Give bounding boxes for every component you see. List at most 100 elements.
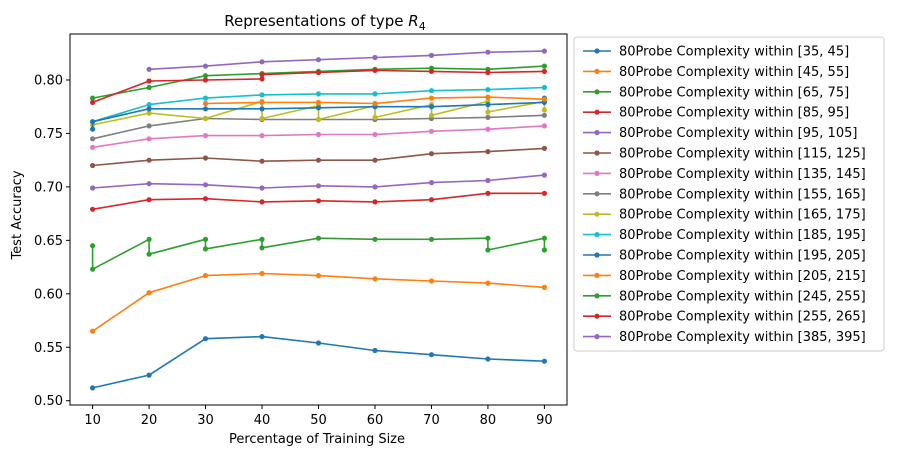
data-point — [372, 114, 378, 120]
data-point — [259, 185, 265, 191]
data-point — [315, 105, 322, 111]
legend-item: 80Probe Complexity within [165, 175] — [583, 208, 866, 223]
data-point — [202, 77, 209, 83]
data-point — [146, 106, 152, 112]
data-point — [202, 115, 209, 122]
data-point — [485, 149, 491, 155]
data-point — [202, 155, 209, 161]
data-point — [428, 95, 435, 101]
data-point — [372, 236, 378, 242]
data-point — [90, 144, 96, 150]
data-point — [259, 106, 265, 112]
legend-item: 80Probe Complexity within [155, 165] — [583, 187, 866, 202]
series-14 — [146, 48, 548, 72]
series-13 — [90, 67, 548, 105]
data-point — [372, 157, 378, 163]
legend-item: 80Probe Complexity within [35, 45] — [583, 45, 849, 60]
data-point — [90, 136, 96, 142]
series-5 — [90, 145, 548, 169]
data-point — [485, 280, 491, 286]
legend-label: 80Probe Complexity within [245, 255] — [619, 289, 866, 304]
legend-label: 80Probe Complexity within [95, 105] — [619, 126, 857, 141]
data-point — [485, 94, 491, 100]
data-point — [428, 236, 435, 242]
data-point — [146, 197, 152, 203]
legend-swatch-marker — [594, 334, 600, 340]
data-point — [259, 76, 265, 82]
data-point — [541, 107, 548, 113]
legend-label: 80Probe Complexity within [205, 215] — [619, 269, 866, 284]
data-point — [428, 104, 435, 110]
legend-swatch-marker — [594, 130, 600, 136]
data-point — [372, 131, 378, 138]
data-point — [315, 99, 322, 105]
legend-item: 80Probe Complexity within [185, 195] — [583, 228, 866, 243]
data-point — [541, 96, 548, 102]
data-point — [146, 123, 152, 129]
legend-label: 80Probe Complexity within [185, 195] — [619, 228, 866, 243]
data-point — [202, 106, 209, 112]
data-point — [259, 72, 265, 78]
data-point — [90, 206, 96, 212]
legend-swatch-marker — [594, 313, 600, 319]
data-point — [485, 69, 491, 76]
series-0 — [90, 334, 548, 391]
data-point — [372, 276, 378, 282]
legend-label: 80Probe Complexity within [85, 95] — [619, 106, 849, 121]
data-point — [541, 247, 548, 253]
legend-swatch-marker — [594, 89, 600, 95]
data-point — [372, 100, 378, 107]
legend-label: 80Probe Complexity within [35, 45] — [619, 45, 849, 60]
data-point — [485, 235, 491, 241]
data-point — [202, 133, 209, 139]
data-point — [259, 133, 265, 139]
data-point — [202, 95, 209, 101]
data-point — [428, 88, 435, 94]
data-point — [428, 52, 435, 59]
data-point — [428, 151, 435, 157]
legend-item: 80Probe Complexity within [385, 395] — [583, 330, 866, 345]
data-point — [541, 123, 548, 129]
data-point — [259, 334, 265, 340]
data-point — [315, 340, 322, 346]
data-point — [146, 290, 152, 296]
data-point — [541, 284, 548, 290]
data-point — [315, 235, 322, 241]
legend-swatch-marker — [594, 232, 600, 238]
data-point — [90, 385, 96, 391]
legend-item: 80Probe Complexity within [95, 105] — [583, 126, 857, 141]
data-point — [202, 196, 209, 202]
data-point — [541, 63, 548, 69]
data-point — [485, 177, 491, 184]
chart-title-text: Representations of type — [224, 12, 408, 30]
series-4 — [90, 172, 548, 191]
data-point — [541, 48, 548, 54]
legend-swatch-marker — [594, 211, 600, 217]
legend-item: 80Probe Complexity within [85, 95] — [583, 106, 849, 121]
legend-item: 80Probe Complexity within [195, 205] — [583, 249, 866, 264]
legend-box — [573, 36, 885, 352]
data-point — [202, 246, 209, 252]
legend: 80Probe Complexity within [35, 45] 80Prob… — [573, 36, 885, 352]
data-point — [259, 236, 265, 242]
plot-area: 10 20 30 40 50 60 70 80 90 0.50 0.55 0.60 0.65 0.70 0.… — [34, 33, 568, 428]
data-point — [202, 182, 209, 188]
chart-title-math: R — [408, 12, 418, 30]
data-point — [146, 372, 152, 378]
data-point — [259, 59, 265, 65]
series-2 — [90, 235, 548, 272]
data-point — [259, 92, 265, 98]
data-point — [202, 236, 209, 242]
data-point — [541, 235, 548, 241]
data-point — [541, 190, 548, 196]
legend-label: 80Probe Complexity within [165, 175] — [619, 208, 866, 223]
y-axis-label: Test Accuracy — [10, 170, 25, 260]
series-line — [92, 69, 545, 104]
x-tick-label: 60 — [367, 413, 384, 428]
data-point — [202, 336, 209, 342]
y-tick-label: 0.50 — [34, 394, 63, 409]
y-tick-label: 0.75 — [34, 127, 63, 142]
legend-swatch-marker — [594, 272, 600, 278]
legend-item: 80Probe Complexity within [45, 55] — [583, 65, 849, 80]
